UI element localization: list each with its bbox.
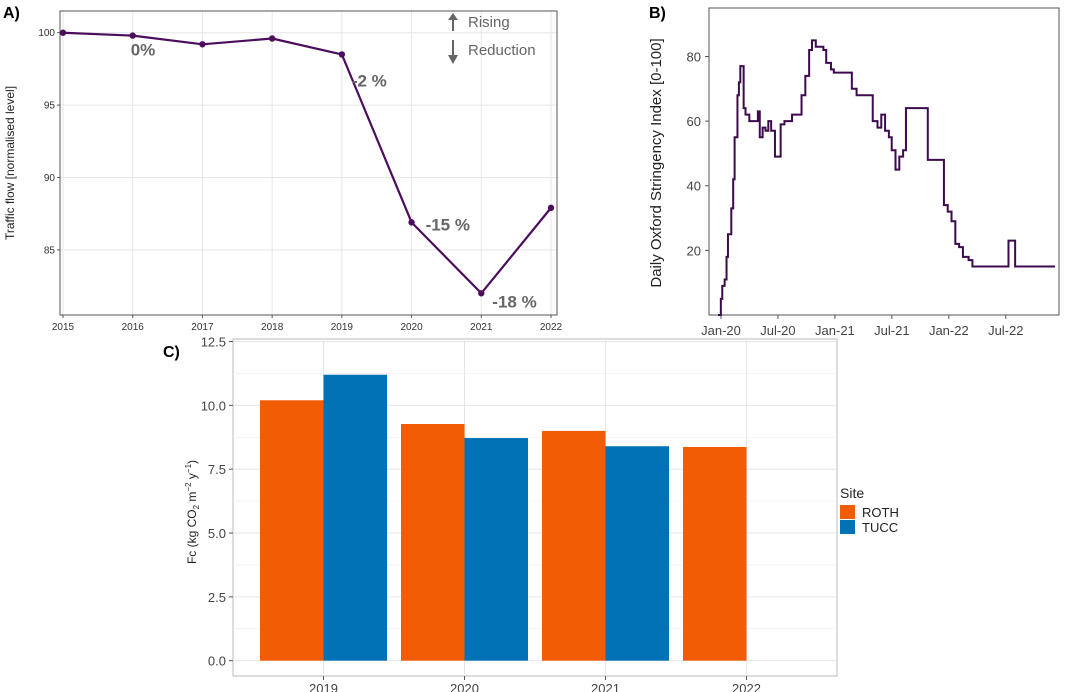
percent-change-label: -18 % bbox=[492, 292, 536, 311]
legend-roth-swatch bbox=[840, 505, 855, 519]
data-point bbox=[547, 204, 555, 212]
ylabel-part-1: 2 bbox=[192, 504, 201, 509]
panel-c-label: C) bbox=[163, 344, 180, 361]
panel-a-y-ticks: 85 90 95 100 bbox=[38, 28, 60, 256]
y-tick-label: 12.5 bbox=[201, 335, 226, 350]
x-tick-label: 2018 bbox=[261, 322, 284, 333]
panel-b-plot-frame bbox=[708, 7, 1060, 316]
up-arrow-icon bbox=[448, 13, 458, 31]
x-tick-label: 2019 bbox=[331, 322, 354, 333]
ylabel-part-6: ) bbox=[185, 460, 199, 464]
down-arrow-icon bbox=[448, 40, 458, 64]
panel-b-x-ticks: Jan-20 Jul-20 Jan-21 Jul-21 Jan-22 Jul-22 bbox=[701, 315, 1023, 338]
data-point bbox=[268, 35, 276, 42]
ylabel-part-5: −1 bbox=[184, 463, 193, 473]
panel-a-traffic-line bbox=[62, 31, 552, 295]
data-point bbox=[59, 29, 67, 36]
y-tick-label: 5.0 bbox=[208, 526, 226, 541]
legend-site-title: Site bbox=[840, 485, 864, 501]
panel-a-legend: Rising Reduction bbox=[448, 13, 536, 64]
panel-c-y-ticks: 0.0 2.5 5.0 7.5 10.0 12.5 bbox=[201, 335, 233, 669]
panel-c-y-axis-title: Fc (kg CO2 m−2 y−1) bbox=[184, 460, 201, 564]
x-tick-label: Jul-20 bbox=[760, 323, 795, 338]
bar-tucc-2019 bbox=[323, 374, 387, 661]
panel-b-label: B) bbox=[649, 5, 666, 22]
x-tick-label: Jan-22 bbox=[929, 323, 969, 338]
x-tick-label: Jul-22 bbox=[988, 323, 1023, 338]
data-point bbox=[129, 32, 136, 39]
legend-rising-label: Rising bbox=[468, 14, 510, 31]
bar-roth-2020 bbox=[401, 424, 465, 661]
bar-tucc-2020 bbox=[464, 438, 528, 661]
y-tick-label: 10.0 bbox=[201, 398, 226, 413]
ylabel-part-4: y bbox=[185, 473, 199, 482]
y-tick-label: 100 bbox=[38, 28, 55, 39]
bar-roth-2022 bbox=[683, 446, 747, 661]
y-tick-label: 80 bbox=[687, 49, 701, 64]
panel-c: C) 0.0 2.5 5.0 7.5 10.0 12.5 2019 2020 2021 2022… bbox=[163, 335, 899, 692]
percent-change-label: 0% bbox=[131, 41, 156, 60]
panel-a-annotations: 0% -2 % -15 % -18 % bbox=[131, 41, 537, 312]
legend-tucc-swatch bbox=[840, 520, 855, 534]
ylabel-part-2: m bbox=[185, 492, 199, 505]
panel-b-stringency-line bbox=[718, 39, 1055, 316]
legend-tucc-label: TUCC bbox=[862, 520, 898, 535]
ylabel-part-0: Fc (kg CO bbox=[185, 509, 199, 564]
panel-a-points bbox=[59, 29, 555, 297]
legend-reduction-label: Reduction bbox=[468, 42, 536, 59]
x-tick-label: Jan-21 bbox=[815, 323, 855, 338]
data-point bbox=[338, 51, 346, 58]
panel-a-label: A) bbox=[3, 5, 20, 22]
x-tick-label: 2019 bbox=[309, 681, 338, 692]
y-tick-label: 95 bbox=[44, 101, 56, 112]
data-point bbox=[478, 290, 485, 297]
ylabel-part-3: −2 bbox=[184, 482, 193, 492]
legend-roth-label: ROTH bbox=[862, 505, 899, 520]
data-point bbox=[199, 41, 206, 48]
percent-change-label: -15 % bbox=[426, 215, 470, 234]
x-tick-label: Jan-20 bbox=[701, 323, 741, 338]
panel-b-y-axis-title: Daily Oxford Stringency Index [0-100] bbox=[648, 38, 665, 287]
panel-c-x-ticks: 2019 2020 2021 2022 bbox=[309, 676, 761, 692]
y-tick-label: 90 bbox=[44, 173, 56, 184]
x-tick-label: 2015 bbox=[52, 322, 75, 333]
x-tick-label: 2022 bbox=[540, 322, 563, 333]
x-tick-label: 2017 bbox=[191, 322, 214, 333]
x-tick-label: 2021 bbox=[470, 322, 493, 333]
data-point bbox=[408, 219, 415, 226]
y-tick-label: 40 bbox=[687, 179, 701, 194]
panel-a-plot-frame bbox=[59, 10, 558, 316]
y-tick-label: 60 bbox=[687, 114, 701, 129]
panel-b-y-ticks: 20 40 60 80 bbox=[687, 49, 709, 258]
panel-c-bars bbox=[260, 374, 747, 661]
y-tick-label: 0.0 bbox=[208, 654, 226, 669]
y-tick-label: 2.5 bbox=[208, 590, 226, 605]
panel-a-x-ticks: 2015 2016 2017 2018 2019 2020 2021 2022 bbox=[52, 315, 563, 333]
panel-c-legend: Site ROTH TUCC bbox=[840, 485, 899, 535]
y-tick-label: 20 bbox=[687, 243, 701, 258]
bar-roth-2021 bbox=[542, 430, 606, 661]
bar-roth-2019 bbox=[260, 400, 324, 661]
x-tick-label: 2020 bbox=[400, 322, 423, 333]
panel-a-gridlines bbox=[60, 11, 557, 315]
bar-tucc-2021 bbox=[605, 446, 669, 661]
y-tick-label: 85 bbox=[44, 245, 56, 256]
panel-a-y-axis-title: Traffic flow [normalised level] bbox=[3, 86, 17, 240]
panel-a: A) 85 90 95 100 2015 2016 2017 2018 2019 2020 202… bbox=[3, 5, 563, 333]
x-tick-label: 2016 bbox=[122, 322, 145, 333]
x-tick-label: 2022 bbox=[732, 681, 761, 692]
percent-change-label: -2 % bbox=[352, 71, 387, 90]
x-tick-label: 2020 bbox=[450, 681, 479, 692]
y-tick-label: 7.5 bbox=[208, 462, 226, 477]
x-tick-label: 2021 bbox=[591, 681, 620, 692]
x-tick-label: Jul-21 bbox=[874, 323, 909, 338]
